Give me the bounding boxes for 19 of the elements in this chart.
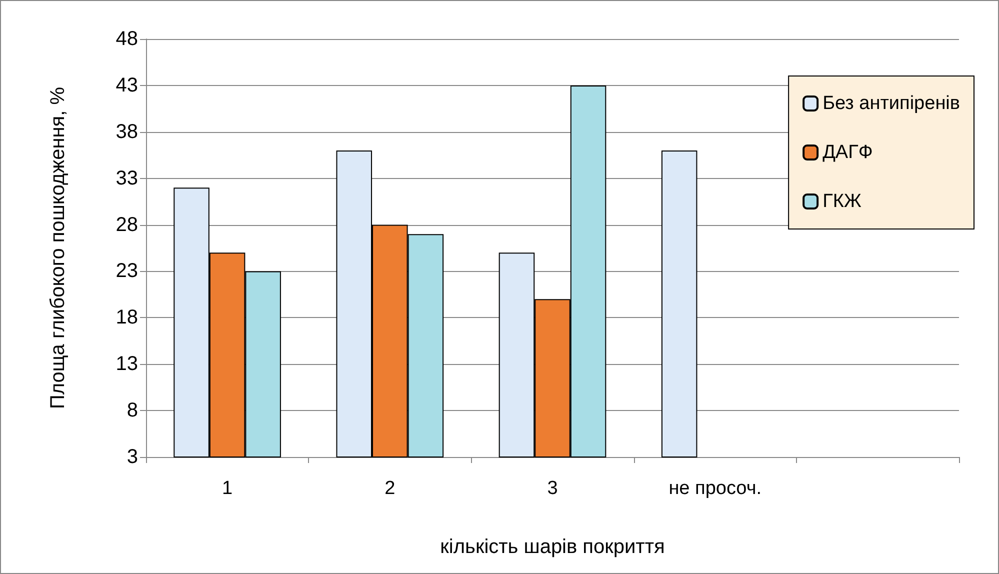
x-tick-label: 2 xyxy=(384,478,396,499)
y-tick-label: 23 xyxy=(116,260,138,282)
x-tick-label: 3 xyxy=(547,478,558,499)
legend-label: Без антипіренів xyxy=(822,93,960,114)
y-tick-label: 38 xyxy=(116,120,138,143)
y-tick-label: 43 xyxy=(116,74,138,96)
legend-label: ДАГФ xyxy=(822,142,873,163)
y-tick-label: 3 xyxy=(126,446,138,468)
y-tick-label: 33 xyxy=(116,167,138,190)
y-tick-label: 13 xyxy=(116,353,138,376)
x-tick-label: 1 xyxy=(222,478,233,499)
y-tick-label: 48 xyxy=(116,28,138,50)
y-tick-label: 28 xyxy=(116,214,138,236)
x-tick-label: не просоч. xyxy=(668,478,762,499)
y-tick-label: 18 xyxy=(116,306,138,329)
legend-label: ГКЖ xyxy=(822,191,862,212)
x-axis-title: кількість шарів покриття xyxy=(440,536,665,558)
y-tick-label: 8 xyxy=(126,400,138,422)
y-axis-title: Площа глибокого пошкодження, % xyxy=(47,86,69,410)
